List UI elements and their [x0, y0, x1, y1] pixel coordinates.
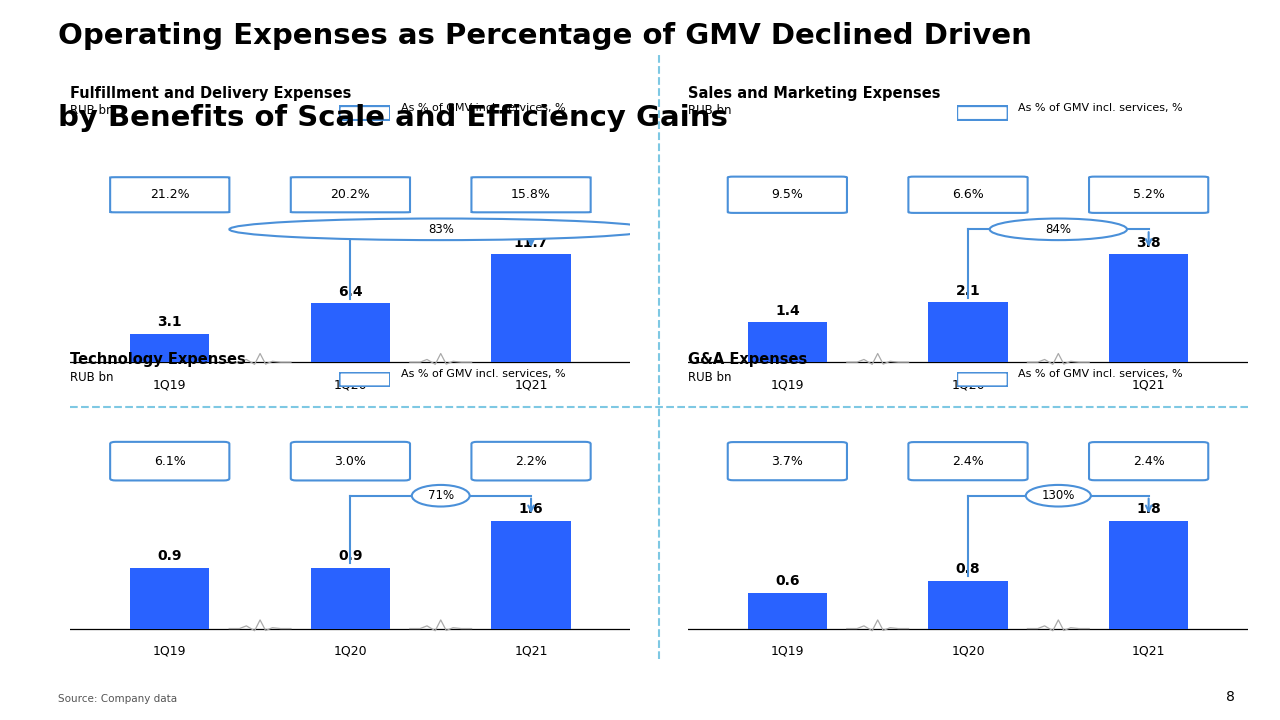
Text: RUB bn: RUB bn: [70, 104, 114, 117]
Text: 5.2%: 5.2%: [1133, 188, 1165, 202]
Bar: [311, 568, 390, 629]
FancyBboxPatch shape: [957, 372, 1009, 387]
Text: As % of GMV incl. services, %: As % of GMV incl. services, %: [1019, 369, 1183, 379]
Text: 1Q19: 1Q19: [771, 645, 804, 658]
FancyBboxPatch shape: [339, 372, 390, 387]
Text: 0.6: 0.6: [776, 575, 800, 588]
Bar: [928, 580, 1007, 629]
Text: 3.7%: 3.7%: [772, 454, 804, 468]
Text: 8: 8: [1226, 690, 1235, 704]
Text: 1Q21: 1Q21: [1132, 645, 1165, 658]
Text: Technology Expenses: Technology Expenses: [70, 352, 246, 367]
Text: 2.2%: 2.2%: [515, 454, 547, 468]
FancyBboxPatch shape: [291, 177, 410, 212]
Text: 0.9: 0.9: [157, 549, 182, 564]
FancyBboxPatch shape: [1089, 176, 1208, 213]
Text: RUB bn: RUB bn: [689, 104, 731, 117]
FancyBboxPatch shape: [110, 442, 229, 480]
Text: 3.0%: 3.0%: [334, 454, 366, 468]
Text: by Benefits of Scale and Efficiency Gains: by Benefits of Scale and Efficiency Gain…: [58, 104, 727, 132]
Bar: [492, 254, 571, 362]
Text: 1Q20: 1Q20: [334, 645, 367, 658]
Text: 1.6: 1.6: [518, 503, 543, 516]
Text: As % of GMV incl. services, %: As % of GMV incl. services, %: [1019, 103, 1183, 113]
FancyBboxPatch shape: [728, 176, 847, 213]
Circle shape: [1025, 485, 1091, 507]
Bar: [131, 568, 210, 629]
Text: 21.2%: 21.2%: [150, 188, 189, 202]
Text: 1Q20: 1Q20: [334, 378, 367, 392]
Text: 1Q19: 1Q19: [154, 378, 187, 392]
FancyBboxPatch shape: [471, 442, 590, 480]
Text: 1.4: 1.4: [774, 304, 800, 318]
Text: 6.1%: 6.1%: [154, 454, 186, 468]
Circle shape: [229, 218, 652, 240]
Bar: [311, 303, 390, 362]
Text: Source: Company data: Source: Company data: [58, 694, 177, 704]
FancyBboxPatch shape: [471, 177, 590, 212]
Text: 1Q19: 1Q19: [154, 645, 187, 658]
FancyBboxPatch shape: [909, 442, 1028, 480]
Text: 3.1: 3.1: [157, 315, 182, 329]
Text: G&A Expenses: G&A Expenses: [689, 352, 808, 367]
Text: RUB bn: RUB bn: [70, 371, 114, 384]
Bar: [928, 302, 1007, 362]
Text: 20.2%: 20.2%: [330, 188, 370, 202]
Text: 1Q21: 1Q21: [1132, 378, 1165, 392]
Text: Sales and Marketing Expenses: Sales and Marketing Expenses: [689, 86, 941, 101]
Text: 83%: 83%: [428, 222, 453, 236]
FancyBboxPatch shape: [957, 106, 1009, 120]
Text: 84%: 84%: [1046, 222, 1071, 236]
Text: 6.6%: 6.6%: [952, 188, 984, 202]
Bar: [1108, 521, 1188, 629]
FancyBboxPatch shape: [339, 106, 390, 120]
Text: 9.5%: 9.5%: [772, 188, 804, 202]
Text: 6.4: 6.4: [338, 285, 362, 299]
Text: Operating Expenses as Percentage of GMV Declined Driven: Operating Expenses as Percentage of GMV …: [58, 22, 1032, 50]
Text: 3.8: 3.8: [1137, 236, 1161, 250]
Text: 0.9: 0.9: [338, 549, 362, 564]
Text: 1Q21: 1Q21: [515, 378, 548, 392]
Text: 1Q21: 1Q21: [515, 645, 548, 658]
Text: Fulfillment and Delivery Expenses: Fulfillment and Delivery Expenses: [70, 86, 352, 101]
Text: 71%: 71%: [428, 489, 454, 503]
Circle shape: [989, 218, 1126, 240]
Text: As % of GMV incl. services, %: As % of GMV incl. services, %: [401, 369, 566, 379]
Text: 0.8: 0.8: [956, 562, 980, 576]
Text: As % of GMV incl. services, %: As % of GMV incl. services, %: [401, 103, 566, 113]
FancyBboxPatch shape: [110, 177, 229, 212]
Bar: [131, 333, 210, 362]
Text: 1Q20: 1Q20: [951, 378, 984, 392]
Bar: [748, 593, 827, 629]
Circle shape: [412, 485, 470, 507]
Text: 2.1: 2.1: [956, 284, 980, 298]
Text: 15.8%: 15.8%: [511, 188, 550, 202]
Text: RUB bn: RUB bn: [689, 371, 731, 384]
FancyBboxPatch shape: [728, 442, 847, 480]
Text: 1.8: 1.8: [1137, 503, 1161, 516]
Text: 2.4%: 2.4%: [952, 454, 984, 468]
Text: 1Q19: 1Q19: [771, 378, 804, 392]
Bar: [492, 521, 571, 629]
Bar: [1108, 254, 1188, 362]
FancyBboxPatch shape: [1089, 442, 1208, 480]
Text: 11.7: 11.7: [513, 236, 548, 250]
Text: 130%: 130%: [1042, 489, 1075, 503]
Bar: [748, 323, 827, 362]
Text: 1Q20: 1Q20: [951, 645, 984, 658]
FancyBboxPatch shape: [291, 442, 410, 480]
FancyBboxPatch shape: [909, 176, 1028, 213]
Text: 2.4%: 2.4%: [1133, 454, 1165, 468]
